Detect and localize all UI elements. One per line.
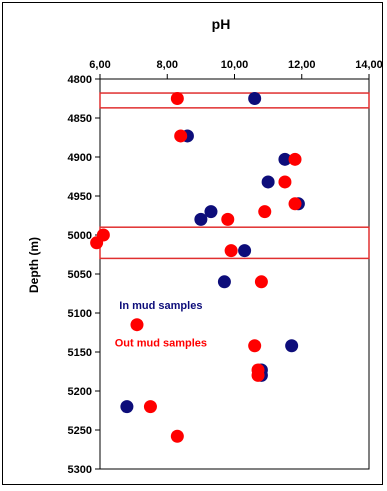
in-mud-point xyxy=(238,244,252,258)
in-mud-point xyxy=(278,152,292,166)
out-mud-point xyxy=(174,129,188,143)
y-tick-label: 4900 xyxy=(68,152,92,164)
x-tick-label: 8,00 xyxy=(157,59,178,71)
y-tick-label: 5250 xyxy=(68,425,92,437)
chart-frame: pH Depth (m) 6,00 8,00 10,00 12,00 14,00 4800… xyxy=(2,2,383,485)
out-mud-point xyxy=(170,429,184,443)
ph-depth-chart: pH Depth (m) 6,00 8,00 10,00 12,00 14,00 4800… xyxy=(27,16,383,476)
out-mud-point xyxy=(258,205,272,219)
y-tick-label: 5050 xyxy=(68,269,92,281)
out-mud-point xyxy=(251,368,265,382)
y-tick-label: 5300 xyxy=(68,464,92,476)
x-tick-label: 6,00 xyxy=(89,59,110,71)
plot-border xyxy=(99,78,370,470)
out-mud-point xyxy=(170,92,184,105)
in-mud-point xyxy=(194,212,208,226)
out-mud-point xyxy=(278,175,292,189)
out-mud-point xyxy=(288,152,302,166)
out-mud-point xyxy=(143,400,157,414)
out-mud-point xyxy=(248,339,262,353)
series-annotation: Out mud samples xyxy=(115,338,207,350)
in-mud-point xyxy=(261,175,275,189)
out-mud-point xyxy=(254,275,268,289)
x-tick-label: 12,00 xyxy=(288,59,316,71)
y-tick-label: 5000 xyxy=(68,230,92,242)
y-axis-title: Depth (m) xyxy=(27,237,41,293)
out-mud-point xyxy=(288,197,302,211)
y-tick-label: 5150 xyxy=(68,347,92,359)
out-mud-point xyxy=(90,236,104,250)
in-mud-point xyxy=(217,275,231,289)
chart-title: pH xyxy=(212,16,231,32)
x-tick-label: 14,00 xyxy=(355,59,383,71)
out-mud-point xyxy=(224,244,238,258)
in-mud-point xyxy=(120,400,134,414)
y-tick-label: 5200 xyxy=(68,386,92,398)
y-tick-label: 4950 xyxy=(68,191,92,203)
y-tick-label: 4800 xyxy=(68,74,92,86)
out-mud-point xyxy=(221,212,235,226)
y-tick-label: 5100 xyxy=(68,308,92,320)
x-tick-label: 10,00 xyxy=(221,59,249,71)
depth-highlight-band xyxy=(99,92,370,109)
out-mud-point xyxy=(130,318,144,332)
in-mud-point xyxy=(248,92,262,105)
in-mud-point xyxy=(204,205,218,219)
plot-area: 6,00 8,00 10,00 12,00 14,00 4800 4850 4900 4950 5… xyxy=(68,59,383,476)
in-mud-point xyxy=(285,339,299,353)
y-tick-label: 4850 xyxy=(68,113,92,125)
series-annotation: In mud samples xyxy=(119,300,202,312)
